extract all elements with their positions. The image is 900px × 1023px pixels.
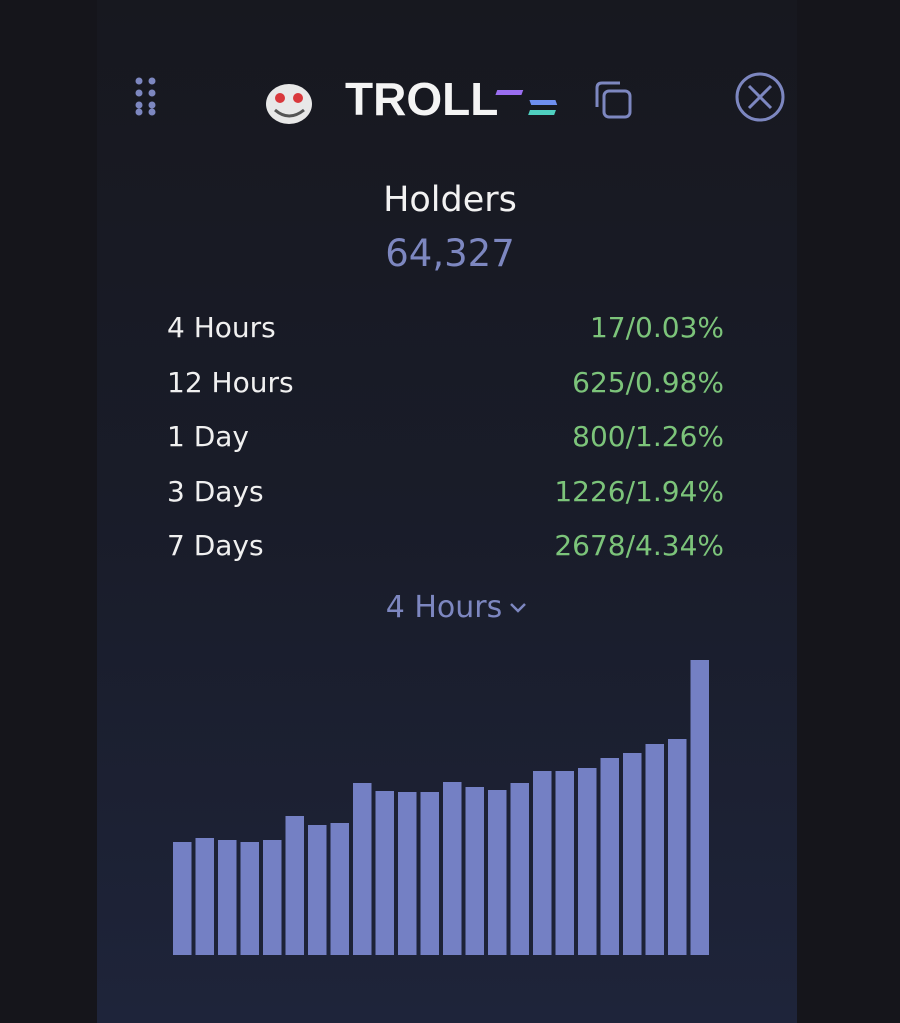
stat-value: 1226/1.94% — [554, 474, 724, 508]
bar — [398, 792, 417, 955]
bar — [420, 792, 439, 955]
bar — [578, 768, 597, 955]
bar — [263, 840, 282, 955]
bar — [645, 744, 664, 955]
bar — [668, 739, 687, 955]
period-selector[interactable]: 4 Hours — [385, 590, 503, 625]
bar — [240, 842, 259, 955]
bar — [488, 790, 507, 955]
bar — [353, 783, 372, 955]
bar — [218, 840, 237, 955]
chain-icon — [495, 90, 558, 115]
bar — [623, 753, 642, 955]
bar — [443, 782, 462, 955]
bar — [510, 783, 529, 955]
close-button[interactable] — [735, 72, 785, 122]
bar — [600, 758, 619, 955]
bar — [285, 816, 304, 955]
bar — [375, 791, 394, 955]
chart — [173, 660, 709, 955]
bar — [173, 842, 192, 955]
bar — [555, 771, 574, 955]
drag-handle[interactable] — [135, 77, 156, 116]
token-icon — [266, 84, 312, 124]
bar — [465, 787, 484, 955]
holders-value: 64,327 — [385, 232, 515, 275]
bar — [690, 660, 709, 955]
stat-label: 7 Days — [167, 529, 264, 562]
bar — [533, 771, 552, 955]
stat-value: 17/0.03% — [589, 311, 724, 344]
holders-label: Holders — [383, 180, 517, 220]
stat-label: 3 Days — [167, 474, 264, 508]
bar — [330, 823, 349, 955]
bar — [195, 838, 214, 955]
copy-icon[interactable] — [595, 81, 632, 119]
stat-value: 625/0.98% — [572, 365, 724, 399]
stat-value: 2678/4.34% — [554, 529, 724, 562]
stat-label: 1 Day — [167, 420, 250, 453]
stat-label: 4 Hours — [167, 311, 276, 344]
stat-value: 800/1.26% — [572, 420, 724, 453]
dropdown-arrow[interactable] — [510, 603, 526, 613]
bar — [308, 825, 327, 955]
token-title: TROLL — [345, 73, 499, 125]
stat-label: 12 Hours — [167, 365, 294, 399]
